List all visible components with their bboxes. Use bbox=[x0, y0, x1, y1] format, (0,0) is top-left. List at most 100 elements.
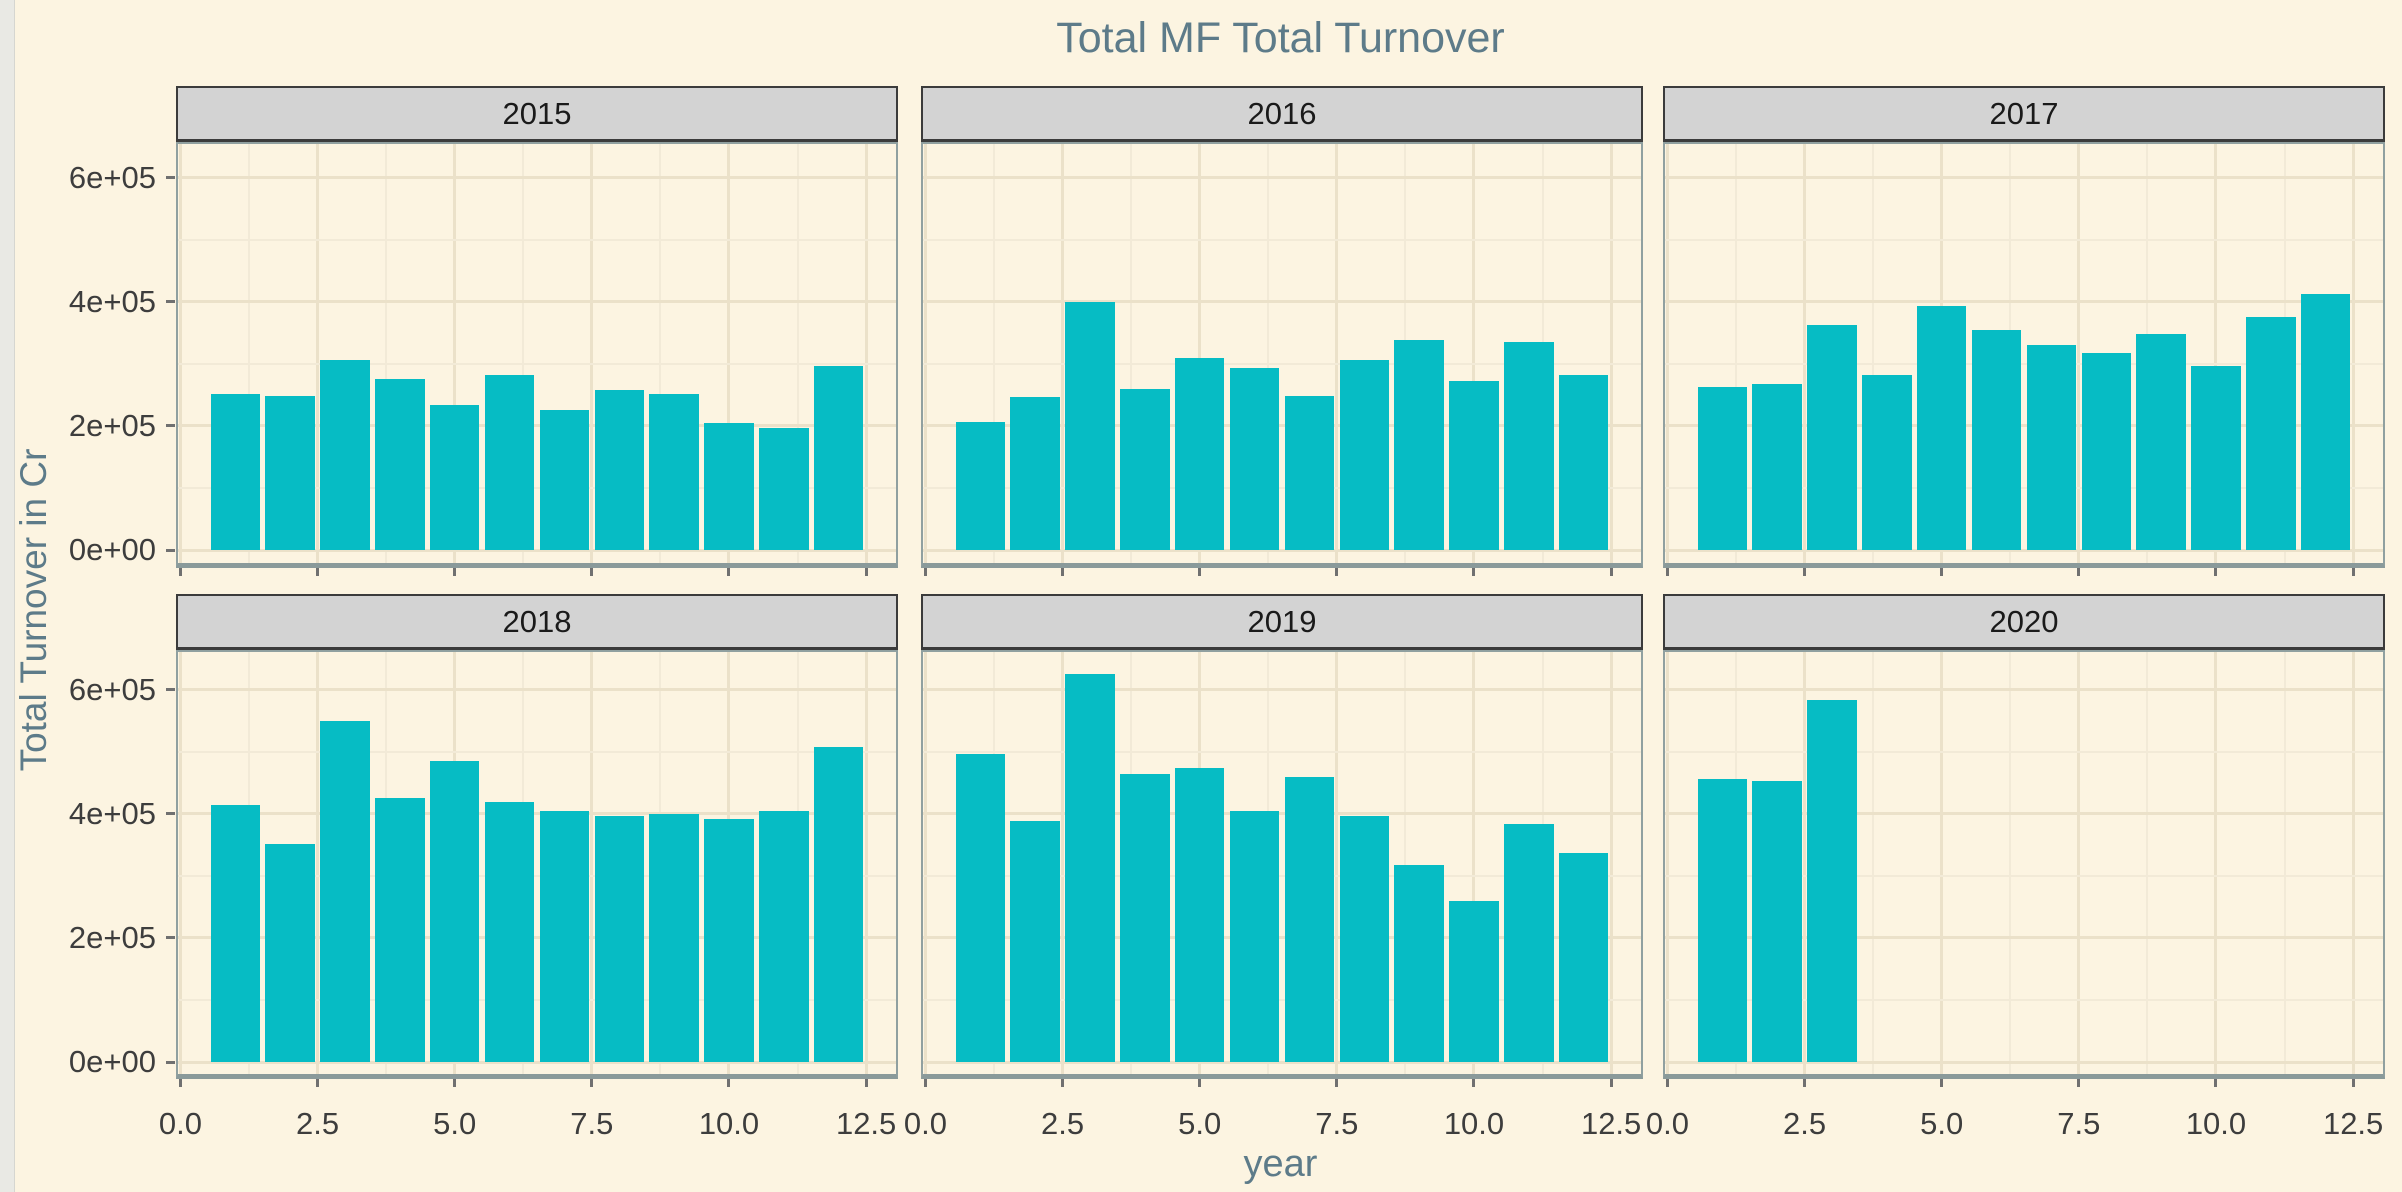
bar-2016-month-9 bbox=[1394, 339, 1444, 550]
bar-2017-month-4 bbox=[1862, 375, 1912, 550]
gridline-v-major bbox=[1609, 144, 1613, 563]
gridline-h-major bbox=[1665, 548, 2383, 552]
y-tick-mark bbox=[166, 812, 175, 816]
gridline-v-major bbox=[590, 652, 594, 1074]
gridline-h-minor bbox=[178, 362, 896, 365]
x-tick-label: 10.0 bbox=[698, 1106, 760, 1141]
x-tick-mark bbox=[590, 568, 594, 576]
x-tick-mark bbox=[1940, 1079, 1944, 1087]
facet-panel-2017 bbox=[1663, 142, 2385, 568]
bar-2016-month-1 bbox=[955, 422, 1005, 550]
bar-2015-month-10 bbox=[704, 423, 754, 550]
gridline-v-major bbox=[1803, 652, 1807, 1074]
bar-2018-month-11 bbox=[759, 811, 809, 1062]
x-tick-label: 0.0 bbox=[158, 1106, 202, 1141]
x-tick-mark bbox=[727, 1079, 731, 1087]
gridline-v-minor bbox=[1130, 144, 1133, 563]
gridline-v-major bbox=[923, 144, 927, 563]
bar-2019-month-8 bbox=[1339, 815, 1389, 1062]
gridline-h-major bbox=[178, 688, 896, 692]
gridline-h-major bbox=[923, 812, 1641, 816]
y-tick-label: 2e+05 bbox=[68, 919, 156, 955]
panel-area-2019 bbox=[923, 652, 1641, 1074]
facet-strip-2015: 2015 bbox=[176, 86, 898, 142]
gridline-v-major bbox=[2351, 144, 2355, 563]
y-tick-mark bbox=[166, 1060, 175, 1064]
gridline-v-minor bbox=[522, 144, 525, 563]
window-left-edge bbox=[0, 0, 15, 1192]
gridline-v-major bbox=[316, 652, 320, 1074]
gridline-v-major bbox=[453, 144, 457, 563]
x-tick-label: 12.5 bbox=[2322, 1106, 2384, 1141]
y-tick-label: 4e+05 bbox=[68, 283, 156, 319]
gridline-h-major bbox=[1665, 812, 2383, 816]
gridline-h-major bbox=[1665, 300, 2383, 304]
x-tick-mark bbox=[2214, 1079, 2218, 1087]
facet-strip-label: 2020 bbox=[1989, 603, 2059, 639]
gridline-h-major bbox=[178, 300, 896, 304]
bar-2017-month-8 bbox=[2081, 352, 2131, 550]
gridline-h-major bbox=[178, 548, 896, 552]
bar-2016-month-8 bbox=[1339, 360, 1389, 550]
x-tick-mark bbox=[1472, 1079, 1476, 1087]
bar-2015-month-3 bbox=[320, 360, 370, 550]
x-tick-mark bbox=[1198, 568, 1202, 576]
bar-2018-month-12 bbox=[814, 746, 864, 1062]
x-tick-mark bbox=[864, 1079, 868, 1087]
gridline-h-major bbox=[1665, 688, 2383, 692]
gridline-v-major bbox=[178, 652, 182, 1074]
bar-2017-month-7 bbox=[2026, 345, 2077, 550]
x-tick-label: 5.0 bbox=[1178, 1106, 1222, 1141]
bar-2019-month-12 bbox=[1559, 852, 1609, 1062]
gridline-v-major bbox=[1609, 652, 1613, 1074]
gridline-v-major bbox=[1335, 652, 1339, 1074]
bar-2018-month-3 bbox=[320, 721, 370, 1062]
gridline-h-minor bbox=[1665, 238, 2383, 241]
bar-2016-month-4 bbox=[1120, 389, 1170, 550]
gridline-v-major bbox=[2351, 652, 2355, 1074]
y-tick-mark bbox=[166, 688, 175, 692]
bar-2016-month-6 bbox=[1229, 367, 1280, 550]
gridline-h-minor bbox=[923, 362, 1641, 365]
x-tick-label: 0.0 bbox=[903, 1106, 947, 1141]
x-tick-mark bbox=[590, 1079, 594, 1087]
gridline-h-minor bbox=[1665, 750, 2383, 753]
gridline-h-major bbox=[923, 688, 1641, 692]
x-tick-label: 12.5 bbox=[1580, 1106, 1642, 1141]
bar-2015-month-9 bbox=[649, 394, 699, 550]
gridline-v-minor bbox=[2283, 652, 2286, 1074]
gridline-v-minor bbox=[248, 144, 250, 563]
x-tick-mark bbox=[316, 568, 320, 576]
gridline-v-major bbox=[1061, 144, 1065, 563]
x-tick-mark bbox=[1198, 1079, 1202, 1087]
gridline-v-minor bbox=[796, 144, 799, 563]
bar-2015-month-12 bbox=[814, 365, 864, 550]
gridline-v-major bbox=[1472, 144, 1476, 563]
facet-strip-label: 2019 bbox=[1247, 603, 1317, 639]
gridline-h-major bbox=[178, 424, 896, 428]
gridline-h-major bbox=[923, 176, 1641, 180]
gridline-v-major bbox=[1940, 652, 1944, 1074]
gridline-v-minor bbox=[1267, 144, 1270, 563]
bar-2019-month-5 bbox=[1175, 767, 1225, 1062]
bar-2017-month-9 bbox=[2136, 334, 2186, 550]
x-tick-mark bbox=[1061, 568, 1065, 576]
gridline-v-major bbox=[1665, 652, 1669, 1074]
gridline-v-minor bbox=[385, 144, 388, 563]
panel-area-2017 bbox=[1665, 144, 2383, 563]
gridline-v-major bbox=[864, 652, 868, 1074]
x-tick-mark bbox=[1472, 568, 1476, 576]
bar-2020-month-2 bbox=[1752, 780, 1802, 1062]
gridline-h-major bbox=[923, 936, 1641, 940]
x-tick-mark bbox=[864, 568, 868, 576]
bar-2016-month-12 bbox=[1559, 375, 1609, 550]
facet-strip-label: 2017 bbox=[1989, 95, 2059, 131]
y-tick-mark bbox=[166, 936, 175, 940]
x-tick-mark bbox=[2077, 1079, 2081, 1087]
gridline-v-major bbox=[590, 144, 594, 563]
gridline-v-major bbox=[1335, 144, 1339, 563]
facet-strip-label: 2016 bbox=[1247, 95, 1317, 131]
y-tick-label: 0e+00 bbox=[68, 532, 156, 567]
gridline-v-major bbox=[1665, 144, 1669, 563]
x-tick-label: 2.5 bbox=[1783, 1106, 1827, 1141]
